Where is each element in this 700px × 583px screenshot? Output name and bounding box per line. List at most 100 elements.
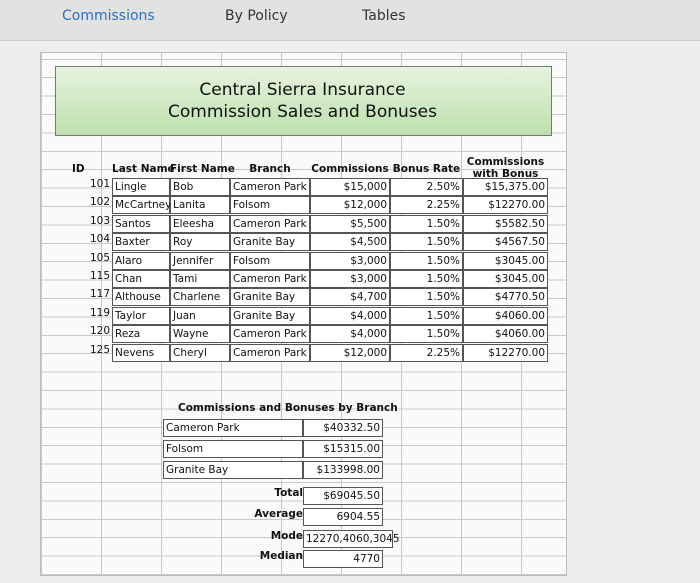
table-cell: 125	[89, 343, 110, 356]
table-cell: Folsom	[230, 196, 310, 215]
table-cell: 102	[89, 196, 110, 209]
table-cell: 120	[89, 325, 110, 338]
table-cell: Cameron Park	[230, 214, 310, 233]
table-cell: Bob	[170, 178, 230, 196]
table-cell: Cheryl	[170, 343, 230, 362]
table-cell: Cameron Park	[230, 178, 310, 196]
column-header: Last Name	[112, 163, 175, 175]
table-cell: Cameron Park	[230, 325, 310, 344]
column-header: Commissions	[311, 163, 389, 175]
table-cell: $15,000	[310, 178, 390, 196]
table-cell: $4,000	[310, 306, 390, 325]
table-cell: Baxter	[112, 233, 170, 252]
table-cell: Lanita	[170, 196, 230, 215]
summary-value: 4770	[303, 550, 383, 568]
column-header: First Name	[170, 163, 235, 175]
table-cell: Althouse	[112, 288, 170, 307]
summary-value: $69045.50	[303, 487, 383, 505]
table-cell: 115	[89, 270, 110, 282]
summary-value: $15315.00	[303, 440, 383, 458]
table-cell: Roy	[170, 233, 230, 252]
summary-value: $40332.50	[303, 419, 383, 437]
table-cell: Wayne	[170, 325, 230, 344]
table-cell: Taylor	[112, 306, 170, 325]
table-cell: 1.50%	[390, 325, 463, 344]
table-cell: Nevens	[112, 343, 170, 362]
table-cell: 1.50%	[390, 214, 463, 233]
sheet-title: Central Sierra Insurance	[199, 80, 406, 100]
table-cell: Cameron Park	[230, 343, 310, 362]
table-cell: $3,000	[310, 251, 390, 270]
table-cell: Alaro	[112, 251, 170, 270]
table-cell: $12,000	[310, 196, 390, 215]
table-cell: 1.50%	[390, 251, 463, 270]
table-cell: Juan	[170, 306, 230, 325]
table-cell: $5582.50	[463, 214, 548, 233]
table-cell: 119	[89, 306, 110, 319]
table-cell: 105	[89, 251, 110, 264]
table-cell: 1.50%	[390, 270, 463, 288]
table-cell: 104	[89, 233, 110, 246]
summary-label: Cameron Park	[163, 419, 303, 437]
table-cell: Folsom	[230, 251, 310, 270]
table-cell: Chan	[112, 270, 170, 288]
table-cell: Charlene	[170, 288, 230, 307]
table-cell: 103	[89, 214, 110, 227]
table-cell: $3,000	[310, 270, 390, 288]
summary-value: 6904.55	[303, 508, 383, 526]
table-cell: 2.25%	[390, 196, 463, 215]
table-cell: $4060.00	[463, 325, 548, 344]
table-cell: Granite Bay	[230, 233, 310, 252]
table-cell: $4,500	[310, 233, 390, 252]
sheet-title: Commission Sales and Bonuses	[168, 102, 437, 122]
table-cell: Lingle	[112, 178, 170, 196]
table-cell: Reza	[112, 325, 170, 344]
column-header: Commissions with Bonus	[466, 156, 545, 180]
table-cell: 1.50%	[390, 233, 463, 252]
table-cell: $4567.50	[463, 233, 548, 252]
column-header: ID	[72, 163, 85, 175]
summary-label: Mode	[270, 530, 303, 542]
table-cell: $5,500	[310, 214, 390, 233]
table-cell: 2.50%	[390, 178, 463, 196]
column-header: Branch	[249, 163, 291, 175]
table-cell: $12270.00	[463, 196, 548, 215]
summary-title: Commissions and Bonuses by Branch	[178, 402, 398, 414]
table-cell: $3045.00	[463, 251, 548, 270]
title-banner	[55, 66, 552, 136]
table-cell: 117	[89, 288, 110, 301]
table-cell: Jennifer	[170, 251, 230, 270]
summary-label: Average	[254, 508, 303, 520]
table-cell: 2.25%	[390, 343, 463, 362]
table-cell: $3045.00	[463, 270, 548, 288]
table-cell: 101	[89, 178, 110, 190]
summary-value: 12270,4060,3045	[303, 530, 400, 548]
table-cell: McCartney	[112, 196, 171, 215]
tab-bar	[0, 0, 700, 41]
summary-value: $133998.00	[303, 461, 383, 479]
table-cell: $15,375.00	[463, 178, 548, 196]
summary-label: Folsom	[163, 440, 303, 458]
table-cell: $12270.00	[463, 343, 548, 362]
table-cell: Santos	[112, 214, 170, 233]
table-cell: Tami	[170, 270, 230, 288]
summary-label: Granite Bay	[163, 461, 303, 479]
table-cell: Granite Bay	[230, 288, 310, 307]
tab[interactable]: By Policy	[225, 8, 288, 24]
summary-label: Median	[259, 550, 303, 562]
tab[interactable]: Commissions	[62, 8, 155, 24]
table-cell: $12,000	[310, 343, 390, 362]
table-cell: Granite Bay	[230, 306, 310, 325]
table-cell: Cameron Park	[230, 270, 310, 288]
table-cell: 1.50%	[390, 306, 463, 325]
table-cell: 1.50%	[390, 288, 463, 307]
table-cell: $4,700	[310, 288, 390, 307]
table-cell: Eleesha	[170, 214, 230, 233]
column-header: Bonus Rate	[392, 163, 461, 175]
table-cell: $4060.00	[463, 306, 548, 325]
summary-label: Total	[274, 487, 303, 499]
tab[interactable]: Tables	[362, 8, 406, 24]
table-cell: $4,000	[310, 325, 390, 344]
table-cell: $4770.50	[463, 288, 548, 307]
